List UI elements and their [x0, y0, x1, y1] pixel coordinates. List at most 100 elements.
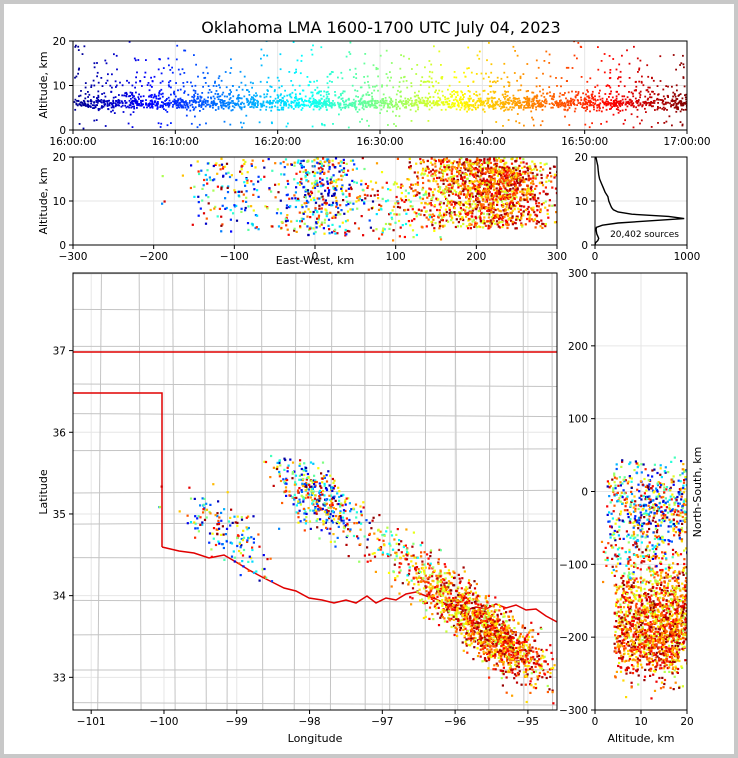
source-point [446, 202, 449, 205]
source-point [489, 206, 492, 209]
source-point [471, 209, 474, 212]
source-point [74, 108, 77, 111]
source-point [519, 77, 522, 80]
source-point [305, 104, 308, 107]
source-point [467, 227, 470, 230]
source-point [469, 166, 472, 169]
source-point [457, 201, 460, 204]
source-point [544, 206, 547, 209]
source-point [504, 108, 507, 111]
source-point [530, 185, 533, 188]
source-point [317, 102, 320, 104]
source-point [451, 91, 454, 93]
source-point [516, 101, 518, 104]
source-point [402, 55, 405, 58]
source-point [485, 196, 488, 199]
source-point [307, 159, 310, 162]
source-point [652, 105, 654, 108]
source-point [452, 99, 455, 102]
source-point [166, 104, 169, 106]
source-point [392, 239, 395, 242]
source-point [305, 179, 308, 182]
source-point [458, 162, 461, 166]
source-point [456, 161, 459, 164]
source-point [465, 194, 468, 197]
source-point [535, 108, 537, 111]
source-point [609, 104, 612, 107]
source-point [445, 168, 448, 171]
source-point [651, 105, 653, 108]
source-point [311, 91, 314, 94]
source-point [391, 106, 394, 108]
source-point [480, 182, 483, 186]
source-point [423, 206, 426, 209]
source-point [159, 58, 161, 61]
source-point [402, 80, 405, 83]
source-point [633, 45, 635, 48]
source-point [400, 76, 403, 79]
source-point [458, 196, 461, 200]
source-point [505, 91, 507, 93]
source-point [445, 185, 448, 188]
source-point [503, 102, 506, 105]
source-point [478, 215, 481, 218]
source-point [228, 102, 231, 105]
source-point [443, 103, 446, 106]
source-point [549, 91, 551, 94]
source-point [404, 195, 407, 198]
source-point [108, 104, 111, 107]
source-point [675, 104, 678, 107]
source-point [149, 106, 152, 109]
source-point [306, 171, 309, 174]
source-point [504, 95, 507, 98]
source-point [194, 115, 196, 118]
source-point [386, 76, 389, 79]
source-point [656, 98, 658, 101]
source-point [368, 124, 370, 127]
source-point [471, 207, 474, 210]
source-point [198, 123, 201, 126]
source-point [672, 54, 675, 56]
source-point [414, 183, 417, 186]
source-point [211, 179, 215, 182]
source-point [278, 109, 281, 111]
source-point [442, 225, 445, 228]
source-point [219, 168, 222, 171]
source-point [508, 81, 511, 84]
source-point [163, 200, 166, 203]
source-point [375, 67, 378, 69]
source-point [252, 183, 255, 186]
source-point [333, 192, 336, 195]
source-point [270, 109, 273, 112]
source-point [505, 173, 508, 176]
source-point [399, 186, 402, 189]
source-point [516, 176, 519, 179]
source-point [508, 206, 511, 209]
source-point [340, 71, 343, 74]
source-point [621, 98, 624, 101]
source-point [546, 92, 549, 95]
source-point [684, 94, 686, 97]
source-point [415, 193, 419, 196]
source-point [476, 168, 479, 171]
source-point [123, 94, 125, 97]
source-point [489, 161, 492, 164]
source-point [286, 163, 289, 166]
source-point [525, 90, 528, 93]
source-point [265, 105, 268, 108]
source-point [183, 90, 186, 93]
source-point [230, 67, 233, 69]
source-point [480, 169, 483, 173]
source-point [407, 198, 410, 202]
th-ytick-label: 0 [59, 125, 66, 137]
source-point [532, 182, 535, 186]
source-point [500, 160, 503, 163]
source-point [226, 95, 228, 98]
source-point [265, 101, 268, 104]
source-point [194, 101, 197, 104]
source-point [355, 77, 358, 79]
source-point [424, 201, 427, 205]
source-point [162, 67, 165, 69]
source-point [459, 225, 463, 228]
source-point [422, 100, 425, 103]
